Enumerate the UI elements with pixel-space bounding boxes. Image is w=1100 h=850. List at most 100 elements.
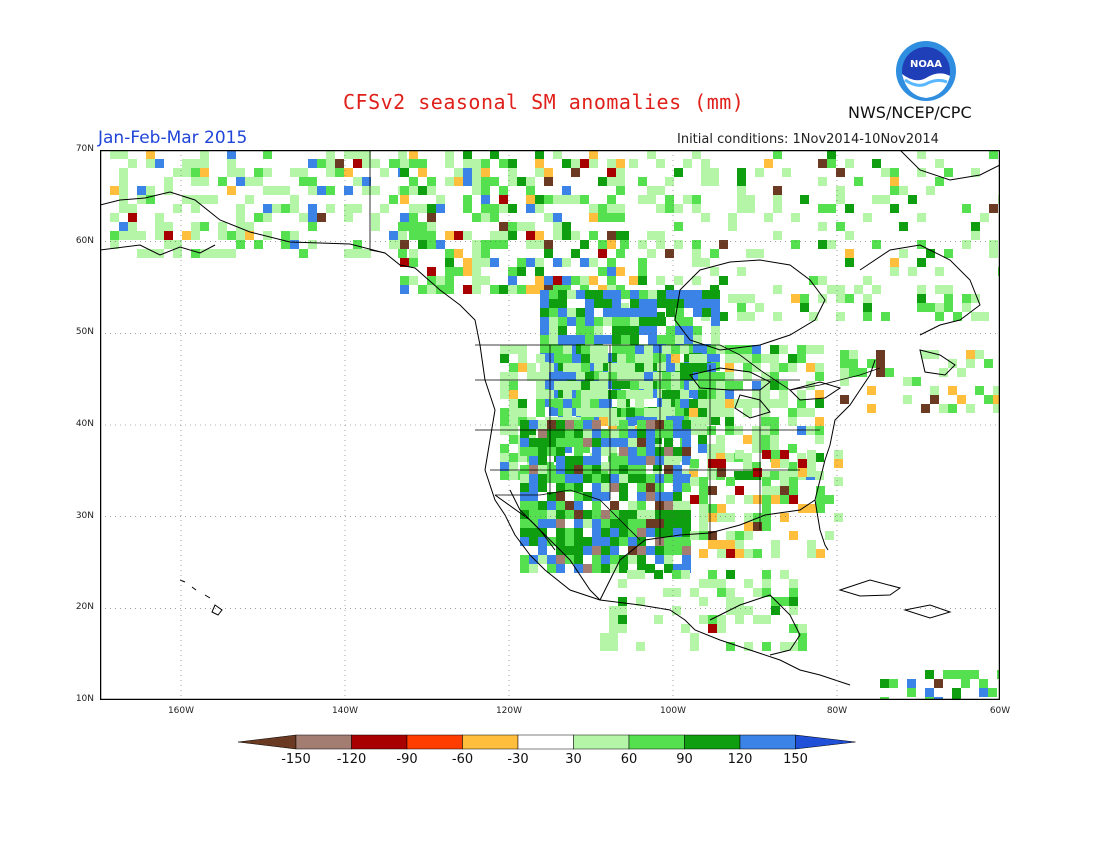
anomaly-cell [664,474,673,483]
anomaly-cell [890,204,899,213]
anomaly-cell [236,231,245,240]
anomaly-cell [400,222,409,231]
anomaly-cell [508,204,517,213]
anomaly-cell [454,177,463,186]
anomaly-cell [536,399,545,408]
anomaly-cell [917,258,926,267]
anomaly-cell [647,150,656,159]
anomaly-cell [840,395,849,404]
anomaly-cell [617,372,626,381]
anomaly-cell [993,386,1000,395]
anomaly-cell [227,249,236,258]
anomaly-cell [889,679,898,688]
anomaly-cell [576,344,585,353]
anomaly-cell [554,399,563,408]
anomaly-cell [509,426,518,435]
anomaly-cell [707,390,716,399]
anomaly-cell [583,456,592,465]
anomaly-cell [637,510,646,519]
anomaly-cell [520,447,529,456]
anomaly-cell [788,417,797,426]
anomaly-cell [773,285,782,294]
anomaly-cell [788,471,797,480]
anomaly-cell [637,501,646,510]
anomaly-cell [619,555,628,564]
anomaly-cell [618,624,627,633]
anomaly-cell [971,168,980,177]
anomaly-cell [849,350,858,359]
anomaly-cell [872,240,881,249]
anomaly-cell [647,231,656,240]
anomaly-cell [818,222,827,231]
anomaly-cell [849,368,858,377]
anomaly-cell [574,465,583,474]
anomaly-cell [647,249,656,258]
anomaly-cell [699,597,708,606]
anomaly-cell [621,380,630,389]
anomaly-cell [603,398,612,407]
anomaly-cell [675,362,684,371]
anomaly-cell [863,213,872,222]
anomaly-cell [797,408,806,417]
anomaly-cell [427,276,436,285]
anomaly-cell [583,537,592,546]
anomaly-cell [155,213,164,222]
anomaly-cell [619,510,628,519]
anomaly-cell [717,549,726,558]
anomaly-cell [619,483,628,492]
anomaly-cell [890,258,899,267]
anomaly-cell [616,159,625,168]
anomaly-cell [917,303,926,312]
anomaly-cell [371,159,380,168]
anomaly-cell [628,474,637,483]
anomaly-cell [761,471,770,480]
anomaly-cell [544,213,553,222]
anomaly-cell [218,177,227,186]
anomaly-cell [944,168,953,177]
anomaly-cell [753,588,762,597]
anomaly-cell [762,522,771,531]
anomaly-cell [481,186,490,195]
anomaly-cell [800,303,809,312]
anomaly-cell [762,642,771,651]
anomaly-cell [834,513,843,522]
anomaly-cell [789,579,798,588]
anomaly-cell [626,372,635,381]
anomaly-cell [581,399,590,408]
anomaly-cell [335,168,344,177]
anomaly-cell [725,399,734,408]
anomaly-cell [925,697,934,700]
anomaly-cell [664,492,673,501]
anomaly-cell [717,579,726,588]
anomaly-cell [110,150,119,159]
anomaly-cell [191,195,200,204]
anomaly-cell [398,150,407,159]
anomaly-cell [737,168,746,177]
anomaly-cell [699,504,708,513]
anomaly-cell [770,363,779,372]
anomaly-cell [436,195,445,204]
anomaly-cell [290,168,299,177]
anomaly-cell [674,222,683,231]
anomaly-cell [353,249,362,258]
anomaly-cell [728,294,737,303]
anomaly-cell [798,468,807,477]
anomaly-cell [743,471,752,480]
anomaly-cell [648,335,657,344]
anomaly-cell [655,528,664,537]
anomaly-cell [935,312,944,321]
anomaly-cell [556,564,565,573]
anomaly-cell [603,299,612,308]
anomaly-cell [527,426,536,435]
anomaly-cell [607,267,616,276]
anomaly-cell [737,303,746,312]
anomaly-cell [771,540,780,549]
anomaly-cell [926,186,935,195]
anomaly-cell [574,429,583,438]
anomaly-cell [463,168,472,177]
anomaly-cell [637,492,646,501]
anomaly-cell [806,426,815,435]
anomaly-cell [526,285,535,294]
anomaly-cell [263,213,272,222]
anomaly-cell [701,177,710,186]
